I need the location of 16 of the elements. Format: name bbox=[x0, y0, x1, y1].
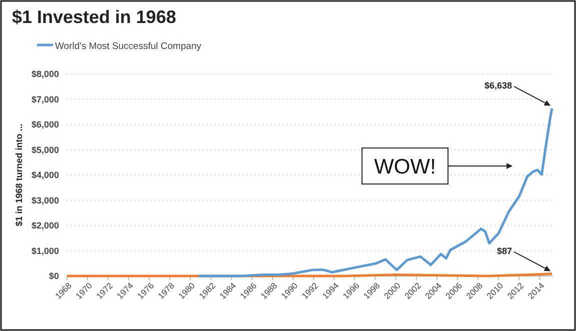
y-tick-label: $7,000 bbox=[31, 94, 59, 104]
y-tick-label: $4,000 bbox=[31, 170, 59, 180]
y-tick-label: $2,000 bbox=[31, 220, 59, 231]
annotation: WOW! bbox=[374, 155, 436, 178]
y-tick-label: $3,000 bbox=[31, 195, 59, 206]
annotation: $87 bbox=[496, 246, 512, 256]
y-tick-label: $5,000 bbox=[31, 144, 59, 155]
y-tick-label: $6,000 bbox=[31, 120, 59, 130]
y-tick-label: $1,000 bbox=[31, 246, 59, 256]
y-axis-title: $1 in 1968 turned into ... bbox=[14, 124, 24, 226]
y-tick-label: $8,000 bbox=[31, 69, 59, 80]
line-series bbox=[197, 107, 554, 278]
y-tick-label: $0 bbox=[48, 271, 59, 282]
annotation: $6,638 bbox=[484, 80, 512, 90]
legend-label: World's Most Successful Company bbox=[55, 41, 202, 52]
chart-title: $1 Invested in 1968 bbox=[12, 7, 176, 27]
